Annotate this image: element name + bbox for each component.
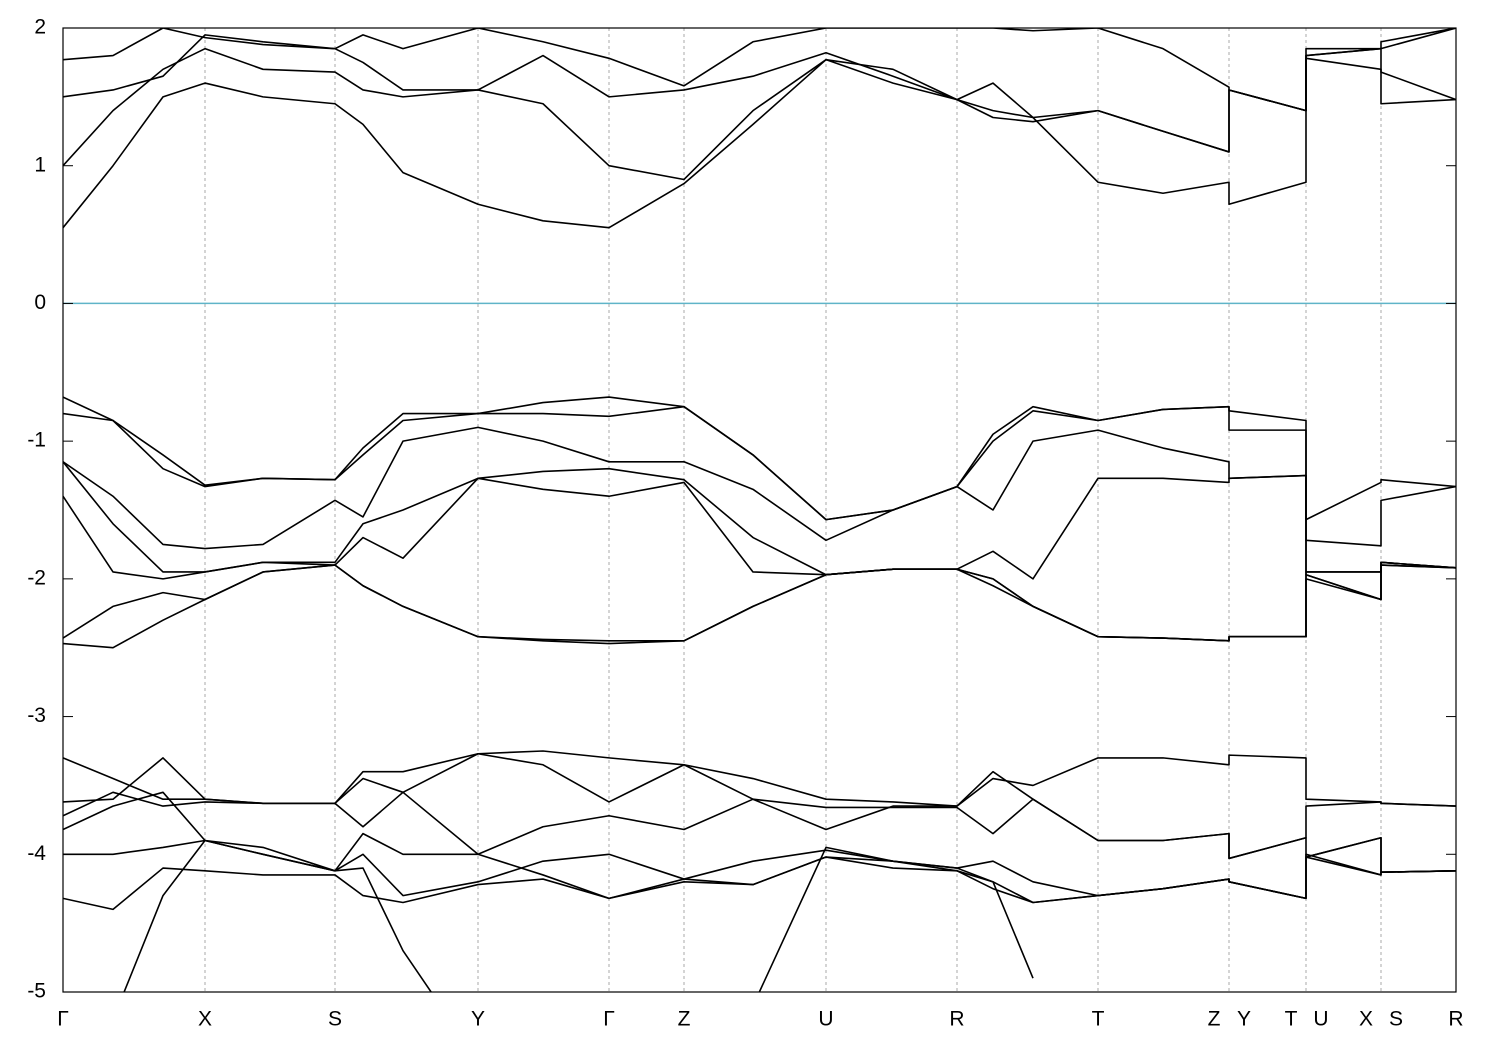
y-tick-label: -1: [27, 429, 46, 452]
x-tick-label: Z: [1208, 1008, 1221, 1031]
band-line: [63, 396, 1456, 521]
x-tick-label: Γ: [57, 1008, 69, 1031]
y-tick-label: -3: [27, 704, 46, 727]
y-tick-label: -4: [27, 842, 46, 865]
y-tick-label: -2: [27, 566, 46, 589]
band-line: [63, 405, 1456, 547]
x-tick-label: Γ: [603, 1008, 615, 1031]
x-tick-label: U: [818, 1008, 833, 1031]
y-tick-label: 0: [34, 291, 46, 314]
y-tick-label: 1: [34, 153, 46, 176]
x-tick-label: Y: [1237, 1008, 1251, 1031]
bands: [63, 28, 1456, 992]
grid: [62, 28, 1457, 992]
band-line: [63, 28, 1456, 112]
band-line: [63, 461, 1456, 601]
band-line: [63, 750, 1456, 807]
band-line: [63, 47, 1456, 181]
x-tick-label: Y: [471, 1008, 485, 1031]
y-tick-label: -5: [27, 980, 46, 1003]
band-line: [63, 28, 1456, 153]
band-line: [63, 57, 1456, 229]
band-line: [63, 564, 1456, 649]
x-tick-label: R: [1448, 1008, 1463, 1031]
plot-frame: [62, 27, 1457, 993]
x-tick-label: S: [1389, 1008, 1403, 1031]
x-tick-label: S: [328, 1008, 342, 1031]
band-line: [63, 791, 1456, 873]
x-tick-label: X: [198, 1008, 212, 1031]
band-line: [63, 426, 1456, 573]
x-tick-label: X: [1359, 1008, 1373, 1031]
band-line: [63, 836, 1456, 911]
x-tick-label: R: [949, 1008, 964, 1031]
x-tick-label: Z: [678, 1008, 691, 1031]
x-tick-label: T: [1092, 1008, 1105, 1031]
y-tick-label: 2: [34, 16, 46, 39]
band-line: [63, 752, 1456, 860]
x-tick-label: T: [1285, 1008, 1298, 1031]
band-line: [63, 477, 1456, 642]
band-line: [123, 839, 1034, 992]
x-tick-label: U: [1313, 1008, 1328, 1031]
